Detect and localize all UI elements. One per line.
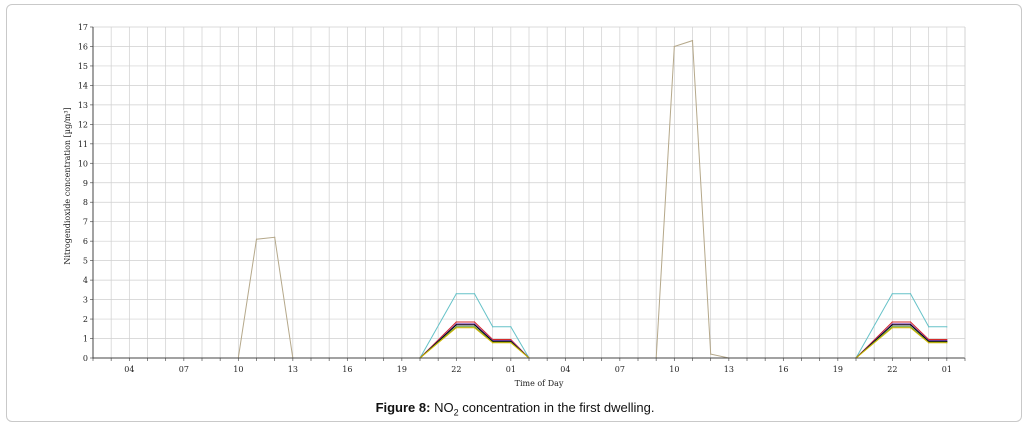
- series-2-point: [946, 326, 948, 328]
- series-3-point: [510, 338, 512, 341]
- caption-label: Figure 8:: [375, 400, 431, 415]
- y-tick-label: 15: [78, 62, 88, 71]
- figure-frame: [6, 4, 1022, 422]
- x-tick-label: 16: [342, 365, 352, 374]
- y-tick-label: 13: [78, 101, 88, 110]
- y-tick-label: 11: [78, 140, 88, 149]
- series-1-point: [710, 353, 712, 355]
- series-line-2: [93, 293, 947, 359]
- x-tick-label: 01: [942, 365, 952, 374]
- series-5-point: [909, 324, 912, 326]
- y-tick-label: 5: [83, 257, 88, 266]
- y-tick-label: 16: [78, 42, 88, 51]
- series-3-point: [891, 321, 893, 323]
- series-1-point: [673, 45, 675, 48]
- y-tick-label: 17: [78, 23, 88, 32]
- series-line-1: [93, 39, 947, 359]
- x-tick-label: 07: [179, 365, 189, 374]
- series-7-point: [455, 327, 457, 329]
- x-tick-label: 10: [233, 365, 243, 374]
- series-5-point: [455, 324, 457, 326]
- series-5-point: [473, 324, 476, 326]
- x-tick-labels: 04 07 10 13 16 19 22 01 04 07 10 13 16 19 22 01: [124, 365, 952, 374]
- x-tick-label: 22: [451, 365, 461, 374]
- y-axis-label: Nitrogendioxide concentration [µg/m³]: [63, 107, 72, 264]
- caption-text-after: concentration in the first dwelling.: [458, 400, 655, 415]
- series-7-point: [473, 327, 476, 329]
- y-tick-label: 0: [83, 354, 88, 363]
- series-5-point: [510, 340, 512, 343]
- x-tick-label: 04: [124, 365, 134, 374]
- y-tick-label: 14: [78, 81, 88, 90]
- caption-subscript: 2: [453, 407, 459, 418]
- y-tick-label: 8: [83, 198, 88, 207]
- series-line-7: [93, 327, 947, 359]
- series-2-point: [891, 293, 893, 295]
- series-4-point: [455, 323, 457, 325]
- series-7-point: [946, 342, 948, 344]
- x-tick-label: 13: [724, 365, 734, 374]
- series-4-point: [473, 323, 476, 325]
- x-tick-label: 07: [615, 365, 625, 374]
- x-tick-label: 19: [833, 365, 843, 374]
- axes: [90, 26, 966, 361]
- x-tick-label: 04: [560, 365, 570, 374]
- y-tick-label: 12: [78, 120, 88, 129]
- series-5-point: [946, 340, 948, 343]
- series-3-point: [473, 321, 476, 323]
- grid: [92, 26, 966, 359]
- series-2-point: [455, 293, 457, 295]
- series-2-point: [492, 326, 494, 328]
- series-4-point: [909, 323, 912, 325]
- series-5-point: [891, 324, 893, 326]
- figure-caption: Figure 8: NO2 concentration in the first…: [0, 400, 1030, 418]
- y-tick-label: 2: [83, 315, 88, 324]
- series-4-point: [891, 323, 893, 325]
- y-tick-label: 6: [83, 237, 88, 246]
- series-1-point: [274, 236, 276, 238]
- series-2-point: [510, 326, 512, 328]
- series-4-point: [946, 339, 948, 342]
- y-tick-label: 7: [83, 218, 88, 227]
- series-layer: [92, 39, 948, 359]
- series-6-point: [455, 326, 457, 328]
- series-6-point: [473, 326, 476, 328]
- series-2-point: [909, 293, 912, 295]
- series-7-point: [909, 327, 912, 329]
- series-7-point: [891, 327, 893, 329]
- series-7-point: [510, 342, 512, 344]
- series-7-point: [492, 342, 494, 344]
- series-3-point: [455, 321, 457, 323]
- x-tick-label: 19: [397, 365, 407, 374]
- series-3-point: [946, 338, 948, 341]
- x-axis-label: Time of Day: [515, 379, 564, 388]
- y-tick-label: 1: [83, 335, 88, 344]
- y-tick-label: 4: [83, 276, 88, 285]
- x-tick-label: 13: [288, 365, 298, 374]
- series-2-point: [473, 293, 476, 295]
- y-tick-label: 9: [83, 179, 88, 188]
- x-tick-label: 10: [669, 365, 679, 374]
- series-2-point: [928, 326, 930, 328]
- series-6-point: [891, 326, 893, 328]
- y-tick-label: 10: [78, 159, 88, 168]
- x-tick-label: 22: [887, 365, 897, 374]
- caption-text-before: NO: [434, 400, 454, 415]
- series-1-point: [255, 238, 258, 240]
- series-1-point: [691, 40, 694, 42]
- series-7-point: [928, 342, 930, 344]
- series-4-point: [510, 339, 512, 342]
- y-tick-label: 3: [83, 296, 88, 305]
- x-tick-label: 01: [506, 365, 516, 374]
- series-3-point: [909, 321, 912, 323]
- x-tick-label: 16: [778, 365, 788, 374]
- series-line-3: [93, 321, 947, 359]
- series-line-4: [93, 323, 947, 359]
- series-6-point: [909, 326, 912, 328]
